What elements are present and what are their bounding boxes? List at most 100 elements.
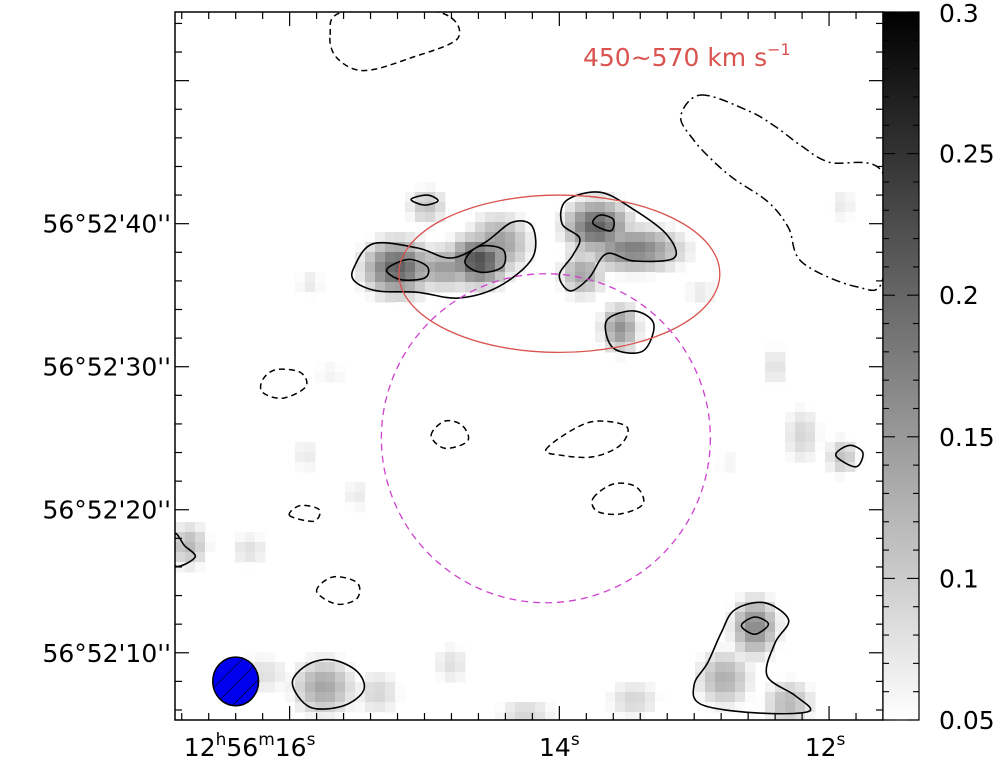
emission-pixel: [415, 252, 426, 263]
emission-pixel: [585, 282, 596, 293]
emission-pixel: [365, 672, 376, 683]
emission-pixel: [325, 372, 336, 383]
emission-pixel: [295, 692, 306, 703]
emission-pixel: [305, 282, 316, 293]
emission-pixel: [325, 702, 336, 713]
emission-pixel: [525, 242, 536, 253]
emission-pixel: [445, 232, 456, 243]
emission-pixel: [565, 232, 576, 243]
emission-pixel: [785, 442, 796, 453]
emission-pixel: [685, 232, 696, 243]
emission-pixel: [435, 272, 446, 283]
emission-pixel: [705, 692, 716, 703]
emission-pixel: [435, 652, 446, 663]
emission-pixel: [785, 712, 796, 720]
emission-pixel: [685, 252, 696, 263]
emission-pixel: [285, 682, 296, 693]
emission-pixel: [605, 222, 616, 233]
emission-pixel: [585, 232, 596, 243]
colorbar-tick-label: 0.05: [939, 706, 995, 735]
emission-pixel: [355, 502, 366, 513]
emission-pixel: [665, 262, 676, 273]
emission-pixel: [355, 272, 366, 283]
emission-pixel: [475, 222, 486, 233]
emission-pixel: [245, 652, 256, 663]
contour-negative: [329, 12, 461, 72]
y-tick-label: 56°52'40'': [42, 210, 171, 239]
emission-pixel: [805, 452, 816, 463]
emission-pixel: [515, 262, 526, 273]
emission-pixel: [735, 592, 746, 603]
emission-pixel: [505, 232, 516, 243]
emission-pixel: [765, 362, 776, 373]
emission-pixel: [625, 222, 636, 233]
emission-pixel: [625, 332, 636, 343]
emission-pixel: [615, 302, 626, 313]
emission-pixel: [575, 232, 586, 243]
emission-pixel: [395, 282, 406, 293]
emission-pixel: [635, 322, 646, 333]
colorbar-tick-label: 0.1: [939, 564, 979, 593]
emission-pixel: [315, 692, 326, 703]
emission-pixel: [465, 242, 476, 253]
emission-pixel: [505, 702, 516, 713]
emission-pixel: [385, 292, 396, 303]
emission-pixel: [575, 222, 586, 233]
emission-pixel: [795, 712, 806, 720]
emission-pixel: [765, 642, 776, 653]
emission-pixel: [425, 212, 436, 223]
emission-pixel: [195, 542, 206, 553]
emission-pixel: [845, 192, 856, 203]
emission-pixel: [445, 262, 456, 273]
emission-pixel: [775, 382, 786, 393]
emission-pixel: [195, 522, 206, 533]
emission-pixel: [715, 682, 726, 693]
emission-pixel: [335, 692, 346, 703]
x-tick-label: 12s: [805, 730, 846, 762]
emission-pixel: [245, 552, 256, 563]
emission-pixel: [795, 682, 806, 693]
emission-pixel: [325, 672, 336, 683]
emission-pixel: [235, 552, 246, 563]
emission-pixel: [315, 272, 326, 283]
emission-pixel: [645, 682, 656, 693]
colorbar-tick-label: 0.2: [939, 281, 979, 310]
emission-pixel: [635, 312, 646, 323]
emission-pixel: [615, 322, 626, 333]
emission-pixel: [455, 272, 466, 283]
emission-pixel: [725, 702, 736, 713]
emission-pixel: [575, 192, 586, 203]
emission-pixel: [395, 692, 406, 703]
emission-pixel: [785, 432, 796, 443]
emission-pixel: [315, 712, 326, 720]
emission-pixel: [645, 242, 656, 253]
emission-pixel: [395, 252, 406, 263]
emission-pixel: [345, 492, 356, 503]
emission-pixel: [775, 612, 786, 623]
y-tick-label: 56°52'20'': [42, 496, 171, 525]
emission-pixel: [765, 352, 776, 363]
emission-pixel: [845, 442, 856, 453]
emission-pixel: [565, 222, 576, 233]
emission-pixel: [665, 252, 676, 263]
emission-pixel: [525, 692, 536, 703]
emission-pixel: [735, 612, 746, 623]
emission-pixel: [835, 462, 846, 473]
emission-pixel: [775, 602, 786, 613]
emission-pixel: [775, 712, 786, 720]
emission-pixel: [765, 652, 776, 663]
emission-pixel: [715, 452, 726, 463]
contour-positive: [464, 244, 507, 274]
emission-pixel: [685, 292, 696, 303]
emission-pixel: [305, 272, 316, 283]
emission-pixel: [275, 672, 286, 683]
emission-pixel: [405, 192, 416, 203]
emission-pixel: [365, 492, 376, 503]
emission-pixel: [765, 372, 776, 383]
emission-pixel: [415, 292, 426, 303]
contour-negative: [259, 368, 308, 400]
emission-pixel: [585, 202, 596, 213]
emission-pixel: [475, 242, 486, 253]
emission-pixel: [675, 252, 686, 263]
emission-pixel: [375, 712, 386, 720]
